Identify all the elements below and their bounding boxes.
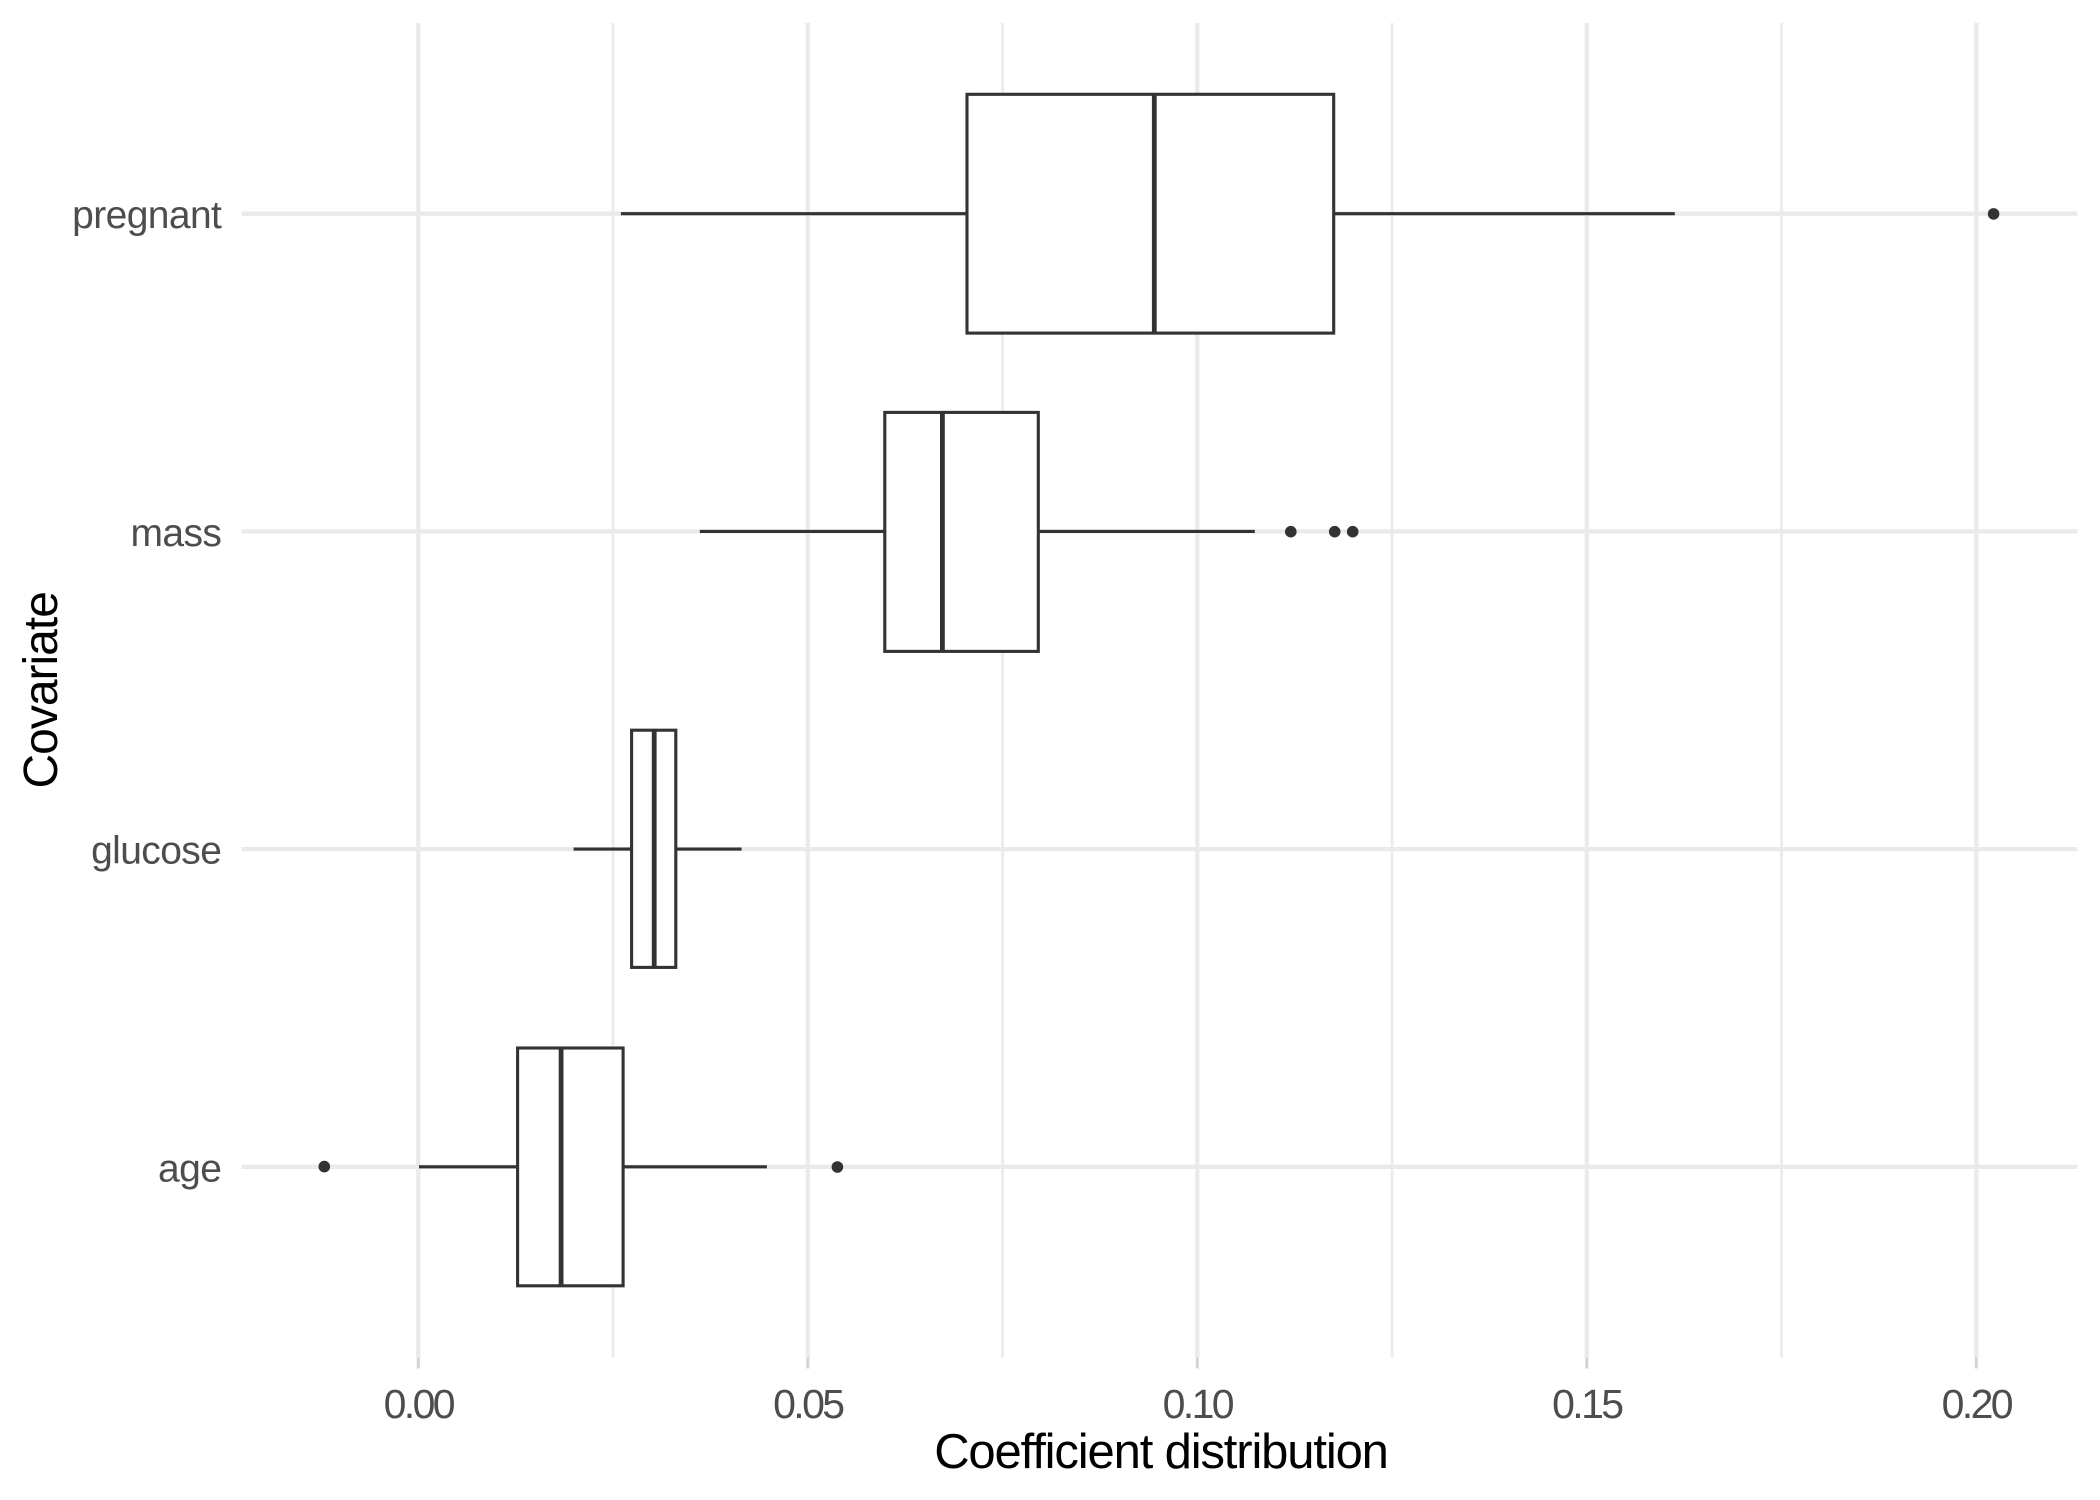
svg-text:age: age bbox=[158, 1147, 221, 1190]
svg-text:0.20: 0.20 bbox=[1942, 1381, 2013, 1427]
svg-text:glucose: glucose bbox=[91, 830, 221, 873]
svg-text:mass: mass bbox=[131, 512, 222, 555]
svg-text:Covariate: Covariate bbox=[15, 592, 68, 788]
svg-text:Coefficient distribution: Coefficient distribution bbox=[934, 1425, 1388, 1479]
svg-text:0.05: 0.05 bbox=[773, 1381, 844, 1427]
svg-text:0.10: 0.10 bbox=[1163, 1381, 1234, 1427]
svg-text:0.15: 0.15 bbox=[1552, 1381, 1623, 1427]
svg-text:pregnant: pregnant bbox=[72, 194, 222, 237]
svg-text:0.00: 0.00 bbox=[384, 1381, 455, 1427]
